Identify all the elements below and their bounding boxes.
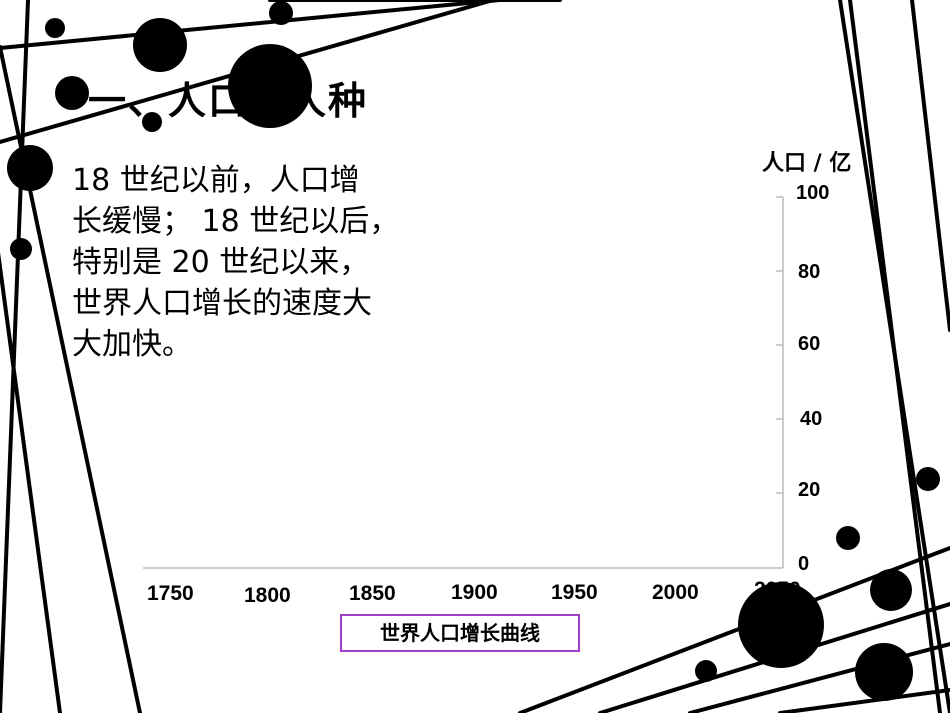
y-tick-label: 40 xyxy=(800,408,823,430)
x-tick-label: 1750 xyxy=(147,582,194,605)
paragraph-line: 特别是 20 世纪以来， xyxy=(72,245,370,280)
y-axis-label: 人口 / 亿 xyxy=(762,151,852,176)
body-paragraph: 18 世纪以前，人口增 长缓慢； 18 世纪以后， 特别是 20 世纪以来， 世… xyxy=(72,160,452,365)
x-tick-label: 1950 xyxy=(551,581,598,604)
x-tick-label: 1800 xyxy=(244,584,291,607)
x-tick-label: 2050 xyxy=(754,578,801,601)
x-tick-label: 1900 xyxy=(451,581,498,604)
paragraph-line: 18 世纪以前，人口增 xyxy=(72,163,360,198)
chart-caption: 世界人口增长曲线 xyxy=(340,614,580,652)
x-tick-label: 1850 xyxy=(349,582,396,605)
paragraph-line: 大加快。 xyxy=(72,327,192,362)
paragraph-line: 世界人口增长的速度大 xyxy=(72,286,372,321)
y-tick-label: 100 xyxy=(796,182,830,204)
paragraph-line: 长缓慢； 18 世纪以后， xyxy=(72,204,400,239)
y-tick-label: 0 xyxy=(798,553,810,575)
slide-title: 一、人口与人种 xyxy=(88,79,369,123)
x-tick-label: 2000 xyxy=(652,581,699,604)
y-tick-label: 60 xyxy=(798,333,821,355)
y-tick-label: 80 xyxy=(798,261,821,283)
y-tick-label: 20 xyxy=(798,479,821,501)
